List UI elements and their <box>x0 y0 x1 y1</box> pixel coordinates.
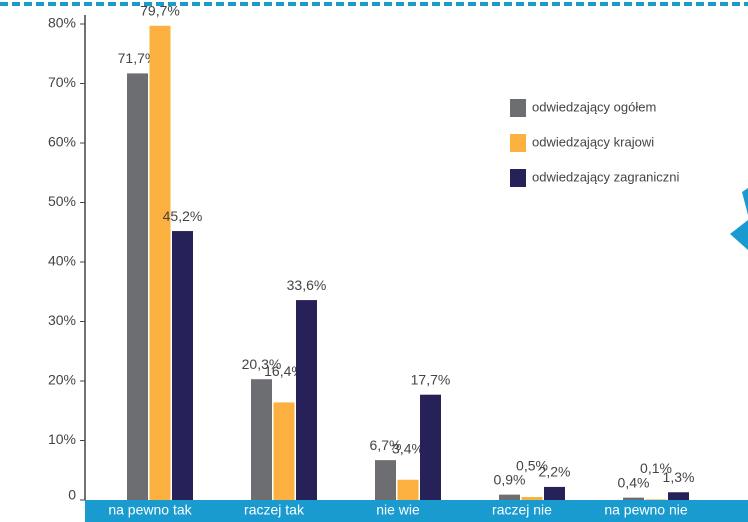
legend-label: odwiedzający ogółem <box>532 99 656 114</box>
legend-swatch <box>510 169 526 187</box>
x-axis-band <box>85 500 748 522</box>
bar <box>668 492 689 500</box>
data-label: 3,4% <box>392 440 424 456</box>
x-tick-label: na pewno nie <box>604 502 688 518</box>
decoration <box>742 188 748 215</box>
legend-swatch <box>510 99 526 117</box>
data-label: 0,9% <box>494 471 526 487</box>
y-tick-label: 40% <box>48 253 76 269</box>
bar <box>397 479 419 500</box>
bar <box>149 25 171 500</box>
legend-swatch <box>510 134 526 152</box>
data-label: 20,3% <box>242 356 282 372</box>
legend-label: odwiedzający zagraniczni <box>532 169 680 184</box>
bar <box>645 499 667 500</box>
data-label: 0,1% <box>640 460 672 476</box>
data-label: 2,2% <box>539 464 571 480</box>
y-tick-label: 50% <box>48 193 76 209</box>
data-label: 0,5% <box>516 458 548 474</box>
data-label: 16,4% <box>264 363 304 379</box>
bar <box>127 73 148 500</box>
x-tick-label: raczej tak <box>244 502 305 518</box>
y-tick-label: 70% <box>48 74 76 90</box>
data-label: 71,7% <box>118 50 158 66</box>
data-label: 0,4% <box>618 474 650 490</box>
y-tick-label: 10% <box>48 431 76 447</box>
y-tick-label: 30% <box>48 312 76 328</box>
data-label: 17,7% <box>411 371 451 387</box>
x-tick-label: nie wie <box>376 502 420 518</box>
y-tick-label: 80% <box>48 15 76 31</box>
data-label: 45,2% <box>163 208 203 224</box>
data-label: 1,3% <box>663 469 695 485</box>
bar <box>420 394 441 500</box>
bar <box>273 402 295 500</box>
data-label: 33,6% <box>287 277 327 293</box>
decoration <box>730 220 748 250</box>
bar <box>623 497 644 500</box>
x-tick-label: raczej nie <box>492 502 552 518</box>
y-tick-label: 0 <box>68 487 76 503</box>
bar <box>499 494 520 500</box>
x-tick-label: na pewno tak <box>108 502 192 518</box>
bar <box>296 300 317 500</box>
bar <box>172 231 193 500</box>
bar <box>521 497 543 500</box>
data-label: 79,7% <box>140 2 180 18</box>
bar <box>375 460 396 500</box>
data-label: 6,7% <box>370 437 402 453</box>
bar <box>544 486 565 500</box>
y-tick-label: 20% <box>48 372 76 388</box>
legend-label: odwiedzający krajowi <box>532 134 654 149</box>
y-tick-label: 60% <box>48 134 76 150</box>
bar <box>251 379 272 500</box>
